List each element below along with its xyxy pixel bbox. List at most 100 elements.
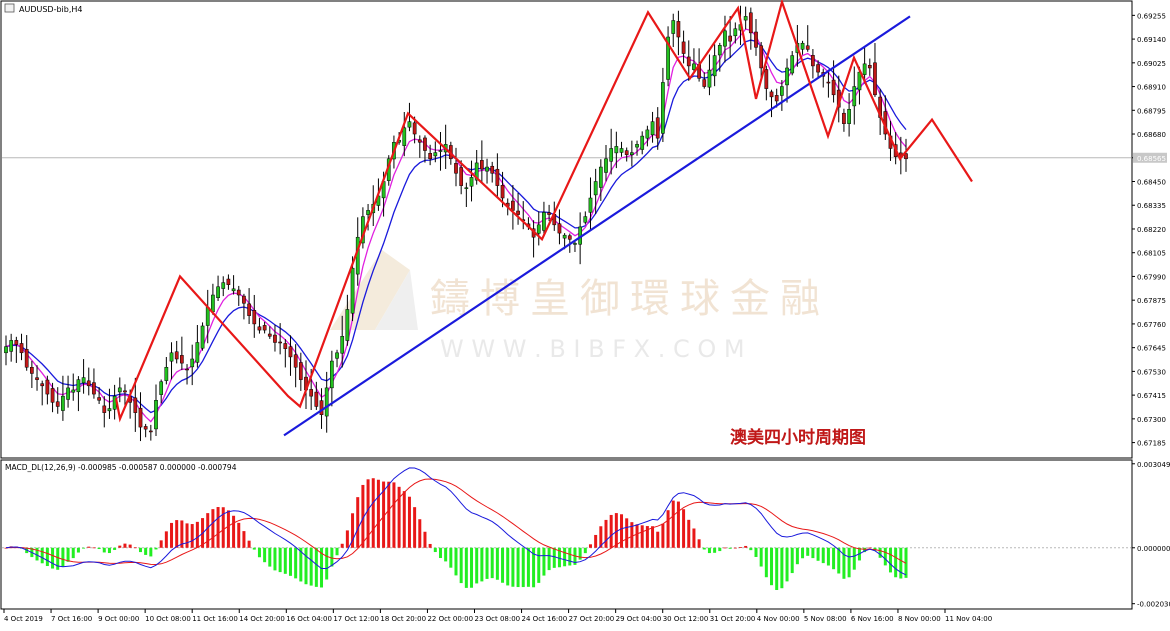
candle-body (330, 360, 334, 389)
candle-body (423, 137, 427, 151)
macd-hist-bar (604, 519, 608, 548)
macd-hist-bar (480, 547, 484, 582)
candle-body (692, 63, 696, 70)
candle-body (71, 389, 76, 393)
price-tick-label: 0.67760 (1137, 321, 1166, 329)
candle-body (805, 45, 810, 50)
candle-body (102, 405, 107, 413)
candle-body (19, 343, 24, 354)
macd-hist-bar (170, 522, 174, 548)
macd-hist-bar (464, 547, 468, 588)
macd-hist-bar (811, 547, 815, 559)
symbol-title: AUDUSD-bib,H4 (19, 5, 83, 14)
macd-hist-bar (113, 547, 117, 550)
macd-hist-bar (594, 534, 598, 548)
macd-hist-bar (56, 547, 60, 570)
macd-hist-bar (475, 547, 479, 584)
candle-body (811, 55, 815, 67)
candle-body (826, 81, 831, 84)
candle-body (723, 30, 727, 47)
macd-hist-bar (806, 547, 810, 556)
macd-hist-bar (630, 522, 634, 548)
candle-body (542, 212, 546, 231)
macd-hist-bar (770, 547, 774, 586)
candle-body (873, 62, 877, 96)
macd-hist-bar (532, 547, 536, 588)
time-tick-label: 31 Oct 20:00 (710, 615, 756, 623)
candle-body (24, 349, 29, 368)
candle-body (252, 310, 257, 325)
candle-body (169, 352, 174, 362)
price-tick-label: 0.68910 (1137, 84, 1166, 92)
macd-hist-bar (749, 547, 753, 551)
macd-hist-bar (232, 515, 236, 548)
candle-body (619, 148, 624, 153)
macd-hist-bar (268, 547, 272, 567)
macd-hist-bar (738, 547, 742, 548)
time-tick-label: 4 Nov 00:00 (757, 615, 800, 623)
watermark-logo-shape-2 (375, 270, 418, 330)
macd-hist-bar (863, 547, 867, 553)
macd-title: MACD_DL(12,26,9) -0.000985 -0.000587 0.0… (5, 463, 237, 472)
watermark-logo-shape (330, 250, 410, 330)
candle-body (831, 79, 836, 96)
candle-body (154, 400, 158, 430)
macd-tick-label: -0.002030 (1137, 601, 1170, 609)
macd-hist-bar (221, 507, 225, 548)
candle-body (707, 69, 712, 88)
macd-hist-bar (511, 547, 515, 587)
candle-body (195, 342, 200, 363)
time-tick-label: 8 Nov 00:00 (898, 615, 941, 623)
price-tick-label: 0.67300 (1137, 416, 1166, 424)
candle-body (278, 341, 282, 344)
macd-hist-bar (71, 547, 75, 559)
candle-body (816, 64, 820, 73)
macd-hist-bar (449, 547, 453, 568)
candle-body (764, 69, 769, 89)
candle-body (231, 288, 236, 292)
candle-body (148, 430, 153, 433)
macd-hist-bar (459, 547, 463, 584)
macd-hist-bar (868, 547, 872, 549)
macd-hist-bar (899, 547, 903, 579)
candle-body (226, 278, 231, 285)
macd-hist-bar (387, 481, 391, 548)
macd-group: 0.003049 0.000000 -0.002030 (2, 461, 1170, 609)
macd-hist-bar (314, 547, 318, 587)
candle-body (76, 379, 81, 393)
candle-body (614, 146, 619, 154)
candle-body (9, 340, 14, 352)
macd-hist-bar (656, 531, 660, 548)
macd-hist-bar (495, 547, 499, 580)
macd-hist-bar (671, 500, 675, 548)
macd-hist-bar (102, 547, 106, 553)
time-tick-label: 6 Nov 16:00 (851, 615, 894, 623)
candle-body (30, 367, 34, 374)
macd-hist-bar (692, 528, 696, 548)
candle-body (661, 82, 665, 134)
macd-hist-bar (61, 547, 65, 567)
macd-hist-bar (801, 547, 805, 559)
macd-hist-bar (278, 547, 282, 573)
macd-hist-bar (180, 520, 184, 548)
macd-hist-bar (107, 547, 111, 554)
price-tick-label: 0.68105 (1137, 250, 1166, 258)
macd-hist-bar (330, 547, 334, 567)
candle-body (862, 63, 867, 75)
candle-body (743, 16, 748, 21)
candle-body (50, 388, 55, 403)
macd-hist-bar (128, 544, 132, 548)
macd-hist-bar (744, 545, 748, 548)
candle-body (221, 282, 226, 289)
macd-hist-bar (92, 547, 96, 549)
time-axis: 4 Oct 2019 7 Oct 16:00 9 Oct 00:00 10 Oct 0… (3, 609, 992, 623)
candle-body (257, 326, 262, 331)
candle-body (143, 426, 148, 430)
candle-body (459, 167, 464, 186)
macd-hist-bar (216, 507, 220, 548)
candle-body (335, 352, 339, 359)
candles-group (4, 5, 908, 442)
candle-body (324, 387, 329, 417)
macd-hist-bar (640, 525, 644, 548)
